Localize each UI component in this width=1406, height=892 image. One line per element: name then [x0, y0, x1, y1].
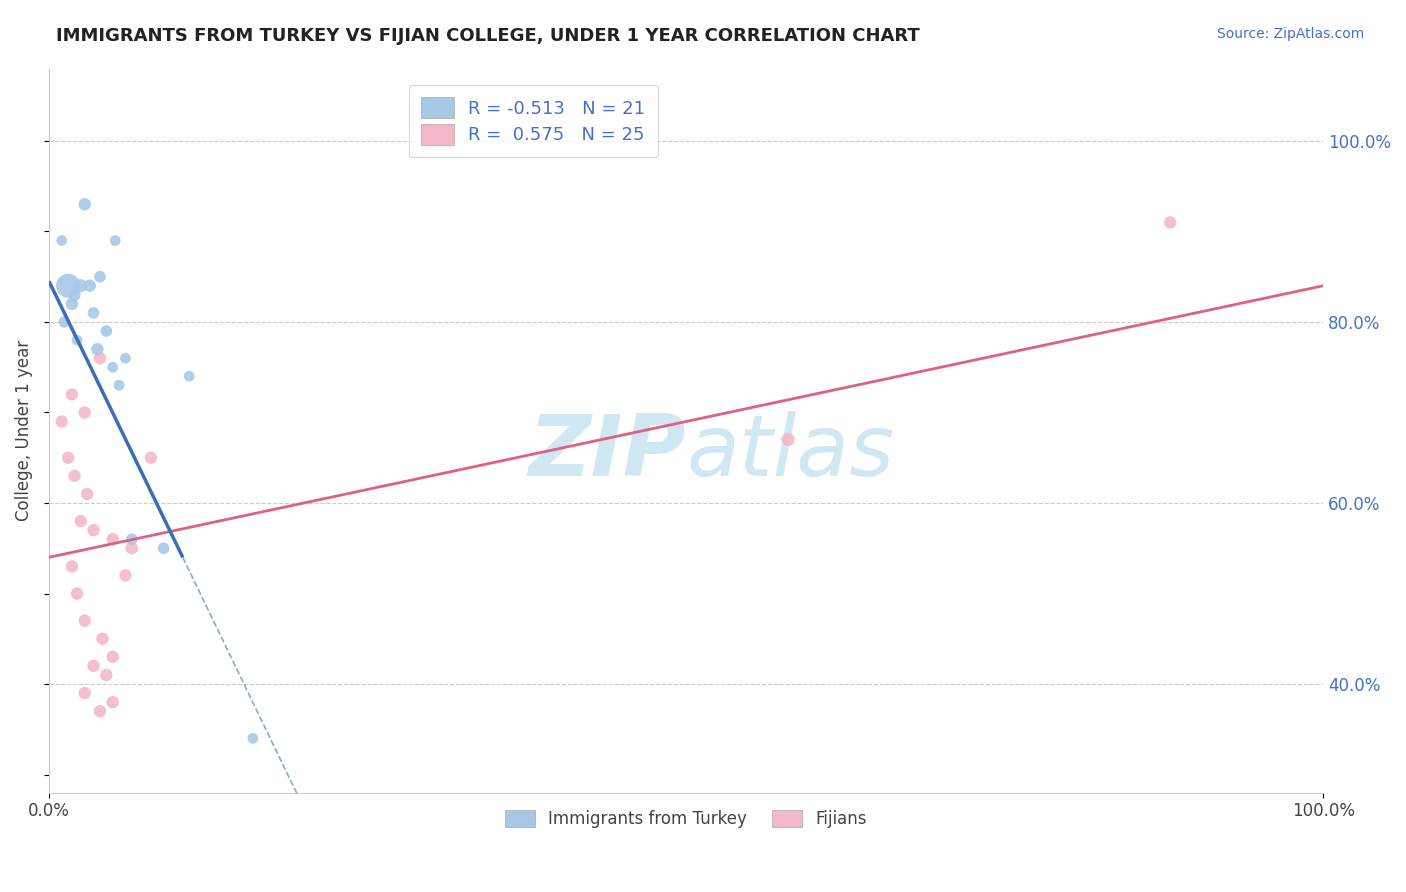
Point — [121, 541, 143, 556]
Point — [83, 523, 105, 537]
Text: ZIP: ZIP — [529, 411, 686, 494]
Point — [73, 686, 96, 700]
Point — [73, 197, 96, 211]
Point — [776, 433, 799, 447]
Text: IMMIGRANTS FROM TURKEY VS FIJIAN COLLEGE, UNDER 1 YEAR CORRELATION CHART: IMMIGRANTS FROM TURKEY VS FIJIAN COLLEGE… — [56, 27, 920, 45]
Point — [89, 269, 111, 284]
Point — [86, 342, 108, 356]
Point — [1159, 215, 1181, 229]
Point — [53, 315, 76, 329]
Y-axis label: College, Under 1 year: College, Under 1 year — [15, 340, 32, 521]
Legend: Immigrants from Turkey, Fijians: Immigrants from Turkey, Fijians — [498, 804, 873, 835]
Point — [63, 288, 86, 302]
Point — [101, 360, 124, 375]
Point — [101, 649, 124, 664]
Point — [60, 559, 83, 574]
Point — [121, 532, 143, 546]
Point — [104, 234, 127, 248]
Point — [83, 659, 105, 673]
Point — [114, 351, 136, 366]
Point — [91, 632, 114, 646]
Point — [73, 614, 96, 628]
Text: Source: ZipAtlas.com: Source: ZipAtlas.com — [1216, 27, 1364, 41]
Point — [60, 297, 83, 311]
Point — [89, 704, 111, 718]
Point — [51, 415, 73, 429]
Point — [51, 234, 73, 248]
Point — [60, 387, 83, 401]
Point — [96, 668, 118, 682]
Point — [139, 450, 162, 465]
Point — [179, 369, 201, 384]
Point — [114, 568, 136, 582]
Text: atlas: atlas — [686, 411, 894, 494]
Point — [89, 351, 111, 366]
Point — [66, 586, 89, 600]
Point — [69, 278, 91, 293]
Point — [79, 278, 101, 293]
Point — [63, 468, 86, 483]
Point — [96, 324, 118, 338]
Point — [101, 695, 124, 709]
Point — [242, 731, 264, 746]
Point — [101, 532, 124, 546]
Point — [56, 278, 79, 293]
Point — [108, 378, 131, 392]
Point — [152, 541, 174, 556]
Point — [69, 514, 91, 528]
Point — [56, 450, 79, 465]
Point — [76, 487, 98, 501]
Point — [66, 333, 89, 347]
Point — [73, 405, 96, 419]
Point — [83, 306, 105, 320]
